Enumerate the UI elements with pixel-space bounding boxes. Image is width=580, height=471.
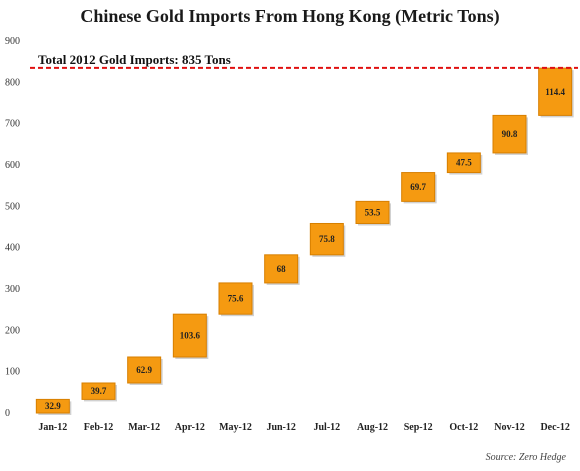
x-tick-label: Sep-12 [404, 422, 433, 433]
bar [401, 172, 436, 202]
x-tick-label: Jan-12 [38, 422, 67, 433]
y-tick-label: 900 [5, 36, 20, 47]
y-tick-label: 100 [5, 367, 20, 378]
bar [218, 282, 253, 315]
y-tick-label: 300 [5, 284, 20, 295]
y-tick-label: 500 [5, 201, 20, 212]
x-tick-label: Jul-12 [313, 422, 340, 433]
bar [127, 356, 162, 384]
bar [35, 398, 70, 414]
total-reference-label: Total 2012 Gold Imports: 835 Tons [38, 52, 231, 67]
y-tick-label: 200 [5, 325, 20, 336]
y-tick-label: 800 [5, 77, 20, 88]
x-tick-label: May-12 [219, 422, 252, 433]
bar [355, 200, 390, 224]
y-tick-label: 400 [5, 243, 20, 254]
x-tick-label: Oct-12 [449, 422, 478, 433]
x-tick-label: Apr-12 [175, 422, 205, 433]
x-tick-label: Aug-12 [357, 422, 388, 433]
x-tick-label: Mar-12 [128, 422, 160, 433]
data-label: 75.8 [319, 234, 335, 244]
data-label: 68 [277, 264, 287, 274]
data-label: 47.5 [456, 158, 472, 168]
x-tick-label: Jun-12 [266, 422, 295, 433]
y-tick-label: 0 [5, 408, 10, 419]
x-tick-label: Dec-12 [540, 422, 569, 433]
data-label: 69.7 [410, 182, 426, 192]
bar [309, 222, 344, 256]
data-label: 39.7 [91, 386, 107, 396]
data-label: 53.5 [365, 207, 381, 217]
chart-title: Chinese Gold Imports From Hong Kong (Met… [80, 6, 500, 26]
chart-source: Source: Zero Hedge [485, 452, 566, 463]
bar [446, 152, 481, 174]
data-label: 90.8 [502, 129, 518, 139]
bar [264, 254, 299, 284]
data-label: 32.9 [45, 401, 61, 411]
data-label: 103.6 [180, 331, 201, 341]
x-tick-label: Feb-12 [84, 422, 113, 433]
bar [492, 114, 527, 154]
bar [538, 67, 573, 116]
data-label: 75.6 [228, 294, 244, 304]
y-tick-label: 700 [5, 119, 20, 130]
data-label: 62.9 [136, 365, 152, 375]
x-tick-label: Nov-12 [494, 422, 525, 433]
bar [172, 313, 207, 358]
y-tick-label: 600 [5, 160, 20, 171]
bar [81, 382, 116, 400]
data-label: 114.4 [545, 87, 565, 97]
